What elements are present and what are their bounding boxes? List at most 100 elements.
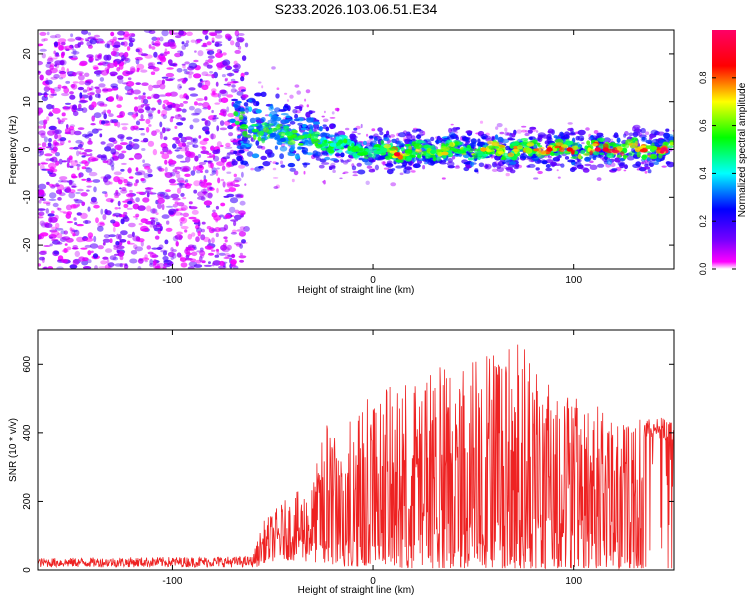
heatmap-cell [162,250,168,256]
heatmap-cell [57,134,62,140]
heatmap-cell [198,82,203,88]
heatmap-cell [180,212,183,216]
heatmap-cell [114,207,119,210]
heatmap-cell [279,153,284,160]
heatmap-cell [224,252,231,258]
heatmap-cell [72,81,79,84]
heatmap-cell [54,142,59,147]
heatmap-cell [388,148,396,151]
heatmap-cell [547,128,554,134]
heatmap-cell [179,78,186,81]
heatmap-cell [146,192,150,198]
heatmap-cell [287,152,296,157]
heatmap-cell [275,162,279,165]
heatmap-cell [216,49,222,54]
heatmap-cell [89,243,99,249]
heatmap-cell [182,212,189,218]
heatmap-cell [109,156,115,163]
heatmap-cell [211,37,215,42]
heatmap-cell [176,122,184,126]
heatmap-cell [151,46,156,50]
heatmap-cell [203,62,209,66]
heatmap-cell [81,30,89,35]
heatmap-cell [127,234,133,239]
heatmap-cell [57,138,63,142]
heatmap-cell [100,69,109,76]
heatmap-cell [340,159,345,163]
heatmap-cell [220,244,228,251]
heatmap-cell [137,108,145,114]
heatmap-cell [156,37,161,41]
heatmap-cell [656,146,661,151]
heatmap-cell [526,143,535,147]
heatmap-cell [151,107,156,111]
heatmap-cell [80,192,88,197]
heatmap-cell [190,112,200,116]
heatmap-cell [374,164,379,171]
heatmap-cell [336,149,343,153]
heatmap-cell [192,138,197,142]
heatmap-cell [241,55,247,61]
heatmap-cell [226,152,235,155]
heatmap-cell [204,120,211,127]
heatmap-cell [152,208,156,214]
heatmap-cell [334,153,341,157]
heatmap-cell [117,134,125,139]
heatmap-cell [383,137,390,142]
heatmap-cell [343,159,350,163]
heatmap-cell [66,246,72,251]
heatmap-cell [331,165,336,170]
snr-x-label: Height of straight line (km) [298,585,415,596]
heatmap-cell [280,119,290,124]
heatmap-cell [49,166,55,173]
heatmap-cell [56,233,63,239]
heatmap-cell [590,135,599,138]
heatmap-cell [182,197,187,200]
heatmap-cell [60,119,65,123]
heatmap-cell [269,160,272,163]
heatmap-cell [273,127,282,130]
heatmap-cell [278,131,287,137]
heatmap-cell [150,208,158,214]
heatmap-cell [251,123,259,127]
heatmap-cell [330,158,338,161]
heatmap-cell [232,64,239,68]
heatmap-cell [661,165,667,168]
heatmap-cell [58,158,63,165]
heatmap-cell [239,243,244,249]
heatmap-cell [138,128,145,131]
heatmap-cell [172,235,179,242]
heatmap-cell [88,95,93,101]
heatmap-cell [212,117,219,120]
heatmap-cell [180,117,186,121]
heatmap-cell [653,161,659,165]
heatmap-cell [64,243,68,246]
heatmap-cell [235,41,241,48]
heatmap-cell [203,160,208,163]
snr-frame [37,329,675,571]
heatmap-cell [191,232,196,237]
heatmap-cell [211,109,214,114]
heatmap-cell [175,241,179,247]
heatmap-cell [130,250,138,255]
heatmap-cell [352,174,359,177]
heatmap-cell [121,150,127,154]
heatmap-cell [95,128,103,131]
heatmap-cell [161,76,169,79]
heatmap-cell [623,154,627,160]
heatmap-cell [156,54,165,61]
heatmap-cell [148,124,152,127]
heatmap-cell [47,130,55,136]
heatmap-cell [213,215,222,221]
heatmap-cell [73,146,79,150]
heatmap-cell [204,35,209,40]
heatmap-cell [140,229,150,232]
heatmap-cell [94,86,100,89]
heatmap-cell [455,136,460,140]
heatmap-cell [227,113,235,118]
heatmap-cell [214,43,223,47]
heatmap-cell [113,171,122,176]
heatmap-cell [208,261,211,264]
spectrogram-x-label: Height of straight line (km) [298,285,415,296]
heatmap-cell [248,106,253,112]
